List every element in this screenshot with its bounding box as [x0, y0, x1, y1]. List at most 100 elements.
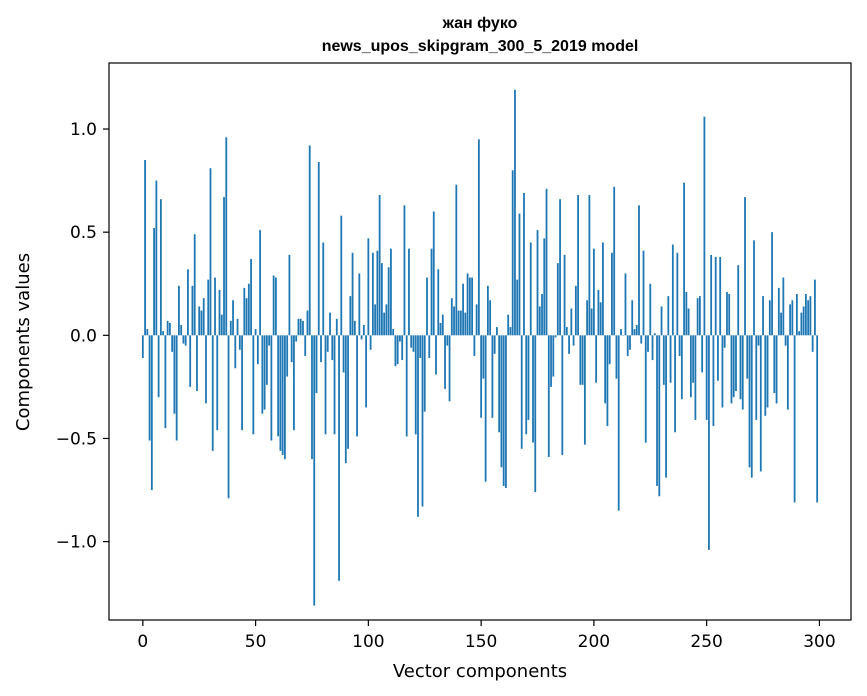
bar — [209, 168, 212, 336]
bar — [595, 335, 598, 383]
x-tick-label: 100 — [352, 632, 384, 652]
bar — [182, 335, 185, 344]
x-tick-label: 300 — [803, 632, 835, 652]
bar — [635, 325, 638, 336]
bar — [780, 312, 782, 336]
x-axis-ticks: 0 50 100 150 200 250 300 — [137, 620, 836, 652]
bar — [583, 335, 586, 445]
y-axis-ticks: −1.0 −0.5 0.0 0.5 1.0 — [56, 120, 109, 553]
bar — [685, 291, 688, 336]
bar — [532, 335, 534, 443]
bar — [245, 298, 248, 336]
bar — [493, 335, 496, 354]
bar — [220, 314, 223, 336]
bar — [259, 230, 261, 336]
bar — [662, 335, 665, 385]
bar — [509, 327, 512, 336]
bar — [423, 335, 426, 412]
bar — [660, 306, 663, 336]
bar — [708, 335, 710, 550]
bar — [261, 335, 264, 414]
bar — [311, 335, 313, 460]
x-tick-label: 50 — [245, 632, 267, 652]
y-tick-label: 0.5 — [70, 223, 97, 243]
chart-subtitle: news_upos_skipgram_300_5_2019 model — [322, 38, 639, 55]
bar — [277, 335, 280, 437]
bar — [320, 335, 322, 363]
bar — [358, 273, 361, 336]
bar — [218, 289, 221, 336]
bar — [437, 269, 440, 336]
bar — [166, 320, 169, 336]
bar — [367, 238, 370, 336]
bar — [696, 298, 699, 336]
bar — [263, 335, 266, 410]
bar — [214, 277, 216, 336]
bar — [399, 335, 401, 342]
bar — [486, 285, 489, 336]
bar — [538, 306, 541, 336]
bar — [430, 248, 433, 336]
bar — [698, 296, 701, 336]
bar — [676, 252, 679, 336]
bar — [683, 182, 685, 336]
bar — [187, 269, 189, 336]
bar — [692, 335, 695, 383]
bar — [581, 335, 584, 385]
bar — [514, 89, 516, 336]
bar — [295, 335, 298, 342]
bar — [462, 283, 464, 336]
bar — [159, 199, 162, 336]
bar — [757, 335, 760, 346]
x-tick-label: 0 — [137, 632, 148, 652]
bar — [473, 335, 476, 356]
bar — [559, 199, 561, 336]
bar — [791, 300, 794, 336]
bar — [507, 314, 510, 336]
bar — [410, 335, 413, 348]
bar — [764, 335, 767, 416]
bar — [786, 335, 789, 410]
bar — [516, 279, 519, 336]
bar — [710, 254, 713, 336]
bar — [225, 137, 228, 336]
bar — [814, 279, 816, 336]
bar — [178, 285, 180, 336]
bar — [570, 308, 573, 336]
bar — [669, 335, 672, 383]
bar — [234, 335, 237, 369]
bar — [701, 335, 704, 373]
bar — [520, 335, 523, 449]
bar — [315, 335, 318, 394]
bar — [617, 335, 620, 511]
bar — [173, 335, 176, 414]
bar — [552, 335, 555, 377]
bar — [680, 335, 683, 400]
bar — [342, 335, 345, 373]
bar — [360, 335, 363, 340]
bar — [491, 335, 494, 418]
bar — [250, 258, 252, 336]
bar — [563, 254, 566, 336]
bar — [574, 285, 577, 336]
bar — [293, 335, 295, 431]
bar — [331, 335, 334, 361]
bar — [441, 314, 444, 336]
bar — [602, 242, 604, 336]
bar — [746, 335, 749, 379]
bars-group — [141, 89, 819, 606]
bar — [816, 335, 819, 503]
bar — [798, 331, 801, 336]
bar — [714, 256, 717, 336]
bar — [489, 300, 492, 336]
bar — [340, 215, 343, 336]
bar — [777, 287, 780, 336]
bar — [592, 248, 595, 336]
bar — [284, 335, 286, 460]
bar — [207, 279, 210, 336]
bar — [353, 320, 356, 336]
bar — [726, 291, 728, 336]
bar — [446, 335, 449, 346]
bar — [732, 335, 735, 398]
bar — [496, 327, 498, 336]
